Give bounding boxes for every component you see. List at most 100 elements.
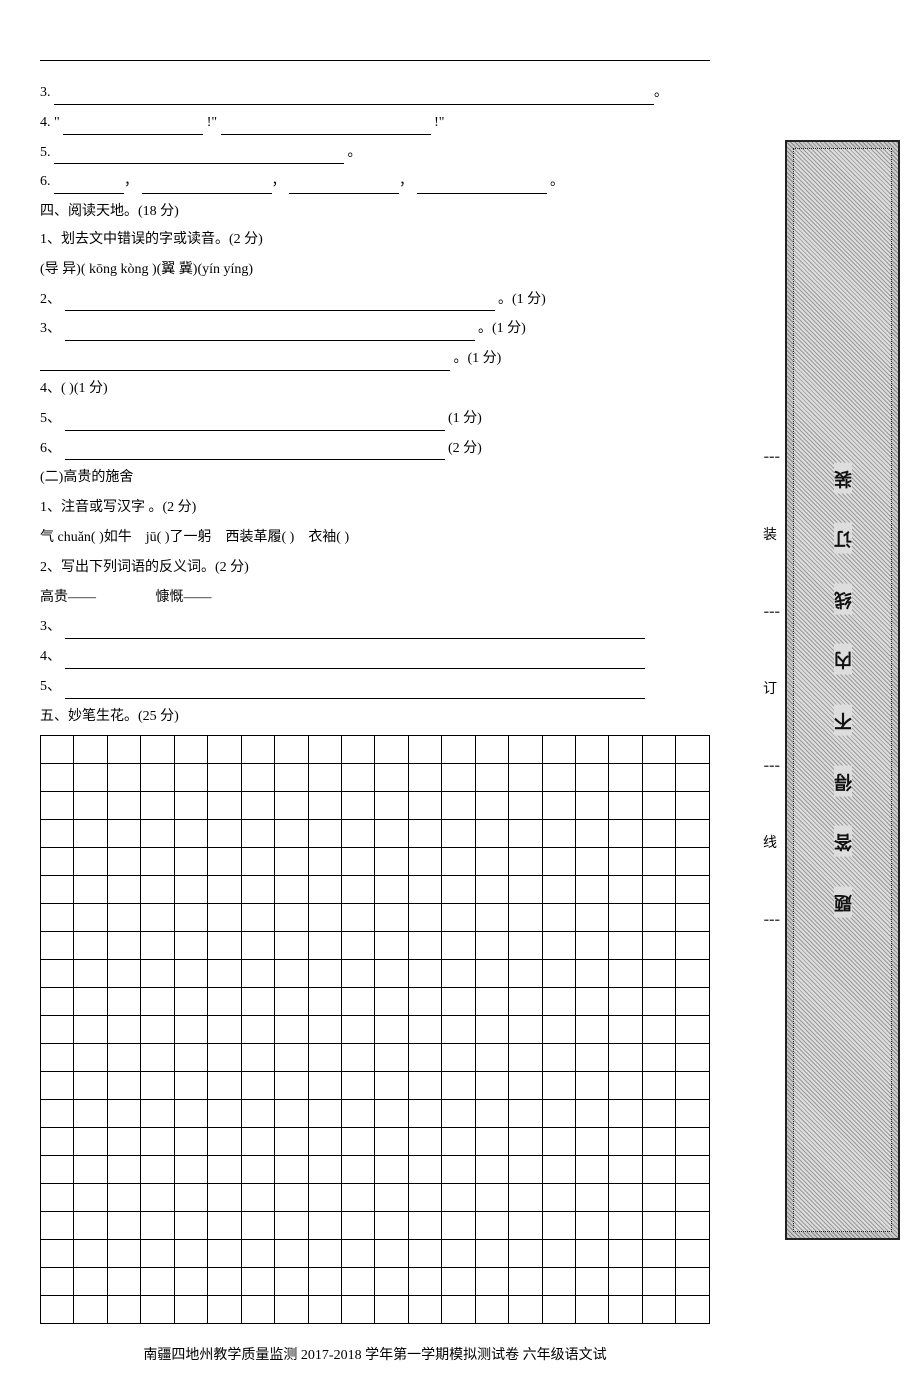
q5-line: 5. 。 <box>40 141 710 165</box>
grid-cell <box>341 735 374 763</box>
grid-cell <box>141 1043 174 1071</box>
grid-cell <box>542 1211 575 1239</box>
grid-cell <box>509 819 542 847</box>
grid-cell <box>375 735 408 763</box>
grid-cell <box>609 1211 642 1239</box>
grid-cell <box>442 1015 475 1043</box>
grid-cell <box>576 735 609 763</box>
grid-cell <box>375 931 408 959</box>
grid-cell <box>676 959 710 987</box>
grid-cell <box>341 931 374 959</box>
grid-cell <box>375 1267 408 1295</box>
grid-cell <box>576 987 609 1015</box>
binding-inner: 装 订 线 内 不 得 答 题 <box>793 148 892 1232</box>
grid-cell <box>676 931 710 959</box>
grid-cell <box>208 1183 241 1211</box>
grid-cell <box>442 987 475 1015</box>
s4-i3b-end: 。(1 分) <box>454 351 502 366</box>
grid-cell <box>275 931 308 959</box>
grid-cell <box>475 1099 508 1127</box>
dash3: ┆ <box>758 762 782 772</box>
grid-cell <box>308 735 341 763</box>
grid-cell <box>141 1211 174 1239</box>
grid-cell <box>442 763 475 791</box>
grid-cell <box>375 1211 408 1239</box>
s4-item6: 6、 (2 分) <box>40 437 710 461</box>
grid-cell <box>41 1155 74 1183</box>
grid-cell <box>542 1043 575 1071</box>
grid-cell <box>576 931 609 959</box>
p2-i1-b: jū( )了一躬 <box>146 530 212 545</box>
grid-cell <box>609 847 642 875</box>
grid-cell <box>241 903 274 931</box>
grid-cell <box>41 903 74 931</box>
grid-cell <box>442 735 475 763</box>
grid-cell <box>74 763 107 791</box>
grid-cell <box>676 1071 710 1099</box>
grid-cell <box>475 1155 508 1183</box>
grid-cell <box>609 1155 642 1183</box>
grid-cell <box>509 1211 542 1239</box>
grid-cell <box>141 931 174 959</box>
q6-b3 <box>289 179 399 194</box>
grid-cell <box>241 987 274 1015</box>
q6-b4 <box>417 179 547 194</box>
grid-cell <box>509 1267 542 1295</box>
binding-inner-3: 内 <box>834 644 852 675</box>
grid-cell <box>375 1015 408 1043</box>
grid-cell <box>341 1127 374 1155</box>
grid-cell <box>408 1043 441 1071</box>
grid-cell <box>341 1155 374 1183</box>
grid-cell <box>141 847 174 875</box>
grid-cell <box>141 1183 174 1211</box>
grid-cell <box>241 931 274 959</box>
grid-cell <box>676 1239 710 1267</box>
grid-cell <box>141 1099 174 1127</box>
grid-cell <box>74 847 107 875</box>
grid-cell <box>375 1295 408 1323</box>
p2-item5: 5、 <box>40 675 710 699</box>
grid-cell <box>74 1267 107 1295</box>
grid-cell <box>275 763 308 791</box>
grid-cell <box>41 1015 74 1043</box>
grid-cell <box>208 931 241 959</box>
p2-item4: 4、 <box>40 645 710 669</box>
grid-cell <box>174 1015 207 1043</box>
grid-cell <box>208 1239 241 1267</box>
grid-cell <box>475 931 508 959</box>
grid-cell <box>542 903 575 931</box>
grid-cell <box>375 791 408 819</box>
grid-cell <box>609 1043 642 1071</box>
grid-cell <box>141 819 174 847</box>
grid-cell <box>576 819 609 847</box>
grid-cell <box>341 847 374 875</box>
grid-cell <box>241 1155 274 1183</box>
grid-cell <box>642 1015 675 1043</box>
grid-cell <box>676 763 710 791</box>
grid-cell <box>107 763 140 791</box>
grid-cell <box>275 819 308 847</box>
grid-cell <box>141 1267 174 1295</box>
grid-cell <box>676 1155 710 1183</box>
grid-cell <box>41 735 74 763</box>
grid-cell <box>442 903 475 931</box>
q3-blank <box>54 89 654 104</box>
grid-cell <box>41 763 74 791</box>
grid-cell <box>576 1099 609 1127</box>
grid-cell <box>442 1127 475 1155</box>
grid-cell <box>341 819 374 847</box>
grid-cell <box>107 875 140 903</box>
grid-cell <box>174 959 207 987</box>
binding-box: 装 订 线 内 不 得 答 题 <box>785 140 900 1240</box>
grid-cell <box>375 1183 408 1211</box>
grid-cell <box>576 903 609 931</box>
grid-cell <box>107 1155 140 1183</box>
grid-cell <box>408 931 441 959</box>
grid-cell <box>408 763 441 791</box>
grid-cell <box>442 931 475 959</box>
grid-cell <box>676 791 710 819</box>
grid-cell <box>308 1211 341 1239</box>
grid-cell <box>141 1155 174 1183</box>
p2-item2: 2、写出下列词语的反义词。(2 分) <box>40 556 710 580</box>
p2-item1-content: 气 chuǎn( )如牛 jū( )了一躬 西装革履( ) 衣袖( ) <box>40 526 710 550</box>
